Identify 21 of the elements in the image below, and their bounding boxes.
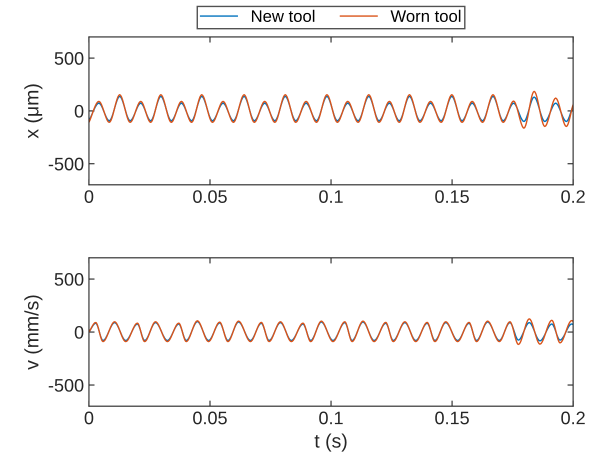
y-axis-title: x (μm) bbox=[24, 84, 42, 138]
y-axis-title: v (mm/s) bbox=[24, 295, 42, 370]
legend-label: New tool bbox=[252, 10, 314, 22]
x-tick-label: 0.15 bbox=[435, 412, 469, 424]
x-tick-label: 0 bbox=[84, 412, 94, 424]
y-tick-label: -500 bbox=[48, 158, 84, 170]
x-axis-title: t (s) bbox=[314, 433, 347, 452]
y-tick-label: 0 bbox=[74, 104, 84, 118]
x-tick-label: 0.2 bbox=[561, 190, 585, 203]
y-tick-label: 500 bbox=[54, 272, 84, 286]
x-tick-label: 0 bbox=[84, 190, 94, 203]
x-tick-label: 0.1 bbox=[319, 190, 343, 203]
x-tick-label: 0.15 bbox=[435, 190, 469, 203]
x-tick-label: 0.1 bbox=[319, 412, 343, 424]
legend-label: Worn tool bbox=[390, 10, 460, 22]
x-tick-label: 0.05 bbox=[193, 412, 227, 424]
y-tick-label: 500 bbox=[54, 52, 84, 65]
x-tick-label: 0.05 bbox=[193, 190, 227, 203]
y-tick-label: 0 bbox=[74, 326, 84, 339]
y-tick-label: -500 bbox=[48, 378, 84, 392]
x-tick-label: 0.2 bbox=[561, 412, 585, 424]
